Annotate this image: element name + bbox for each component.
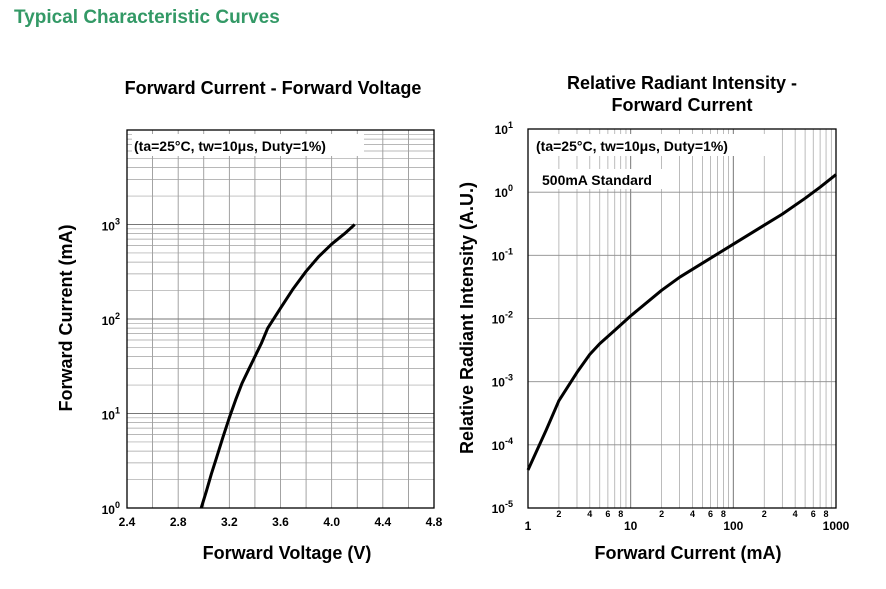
y-tick-label: 10-4 [492, 436, 513, 453]
y-tick-label: 100 [495, 183, 513, 200]
y-tick-label: 10-3 [492, 373, 513, 390]
y-tick-label: 102 [102, 311, 120, 328]
annotation2-bg [538, 169, 676, 189]
annotation-bg [532, 134, 768, 156]
standard-annotation: 500mA Standard [542, 172, 652, 188]
annotation-bg [132, 134, 364, 156]
y-tick-label: 100 [102, 500, 120, 517]
x-minor-tick-label: 8 [824, 509, 829, 519]
y-tick-label: 101 [495, 120, 513, 137]
y-tick-label: 10-1 [492, 246, 513, 263]
chart1-title: Forward Current - Forward Voltage [124, 78, 422, 98]
x-minor-tick-label: 4 [690, 509, 695, 519]
forward-current-voltage-chart: (ta=25°C, tw=10μs, Duty=1%) 2.4 2.8 3.2 3.6 4… [56, 129, 443, 563]
plot-frame [527, 128, 837, 509]
y-axis-label: Relative Radiant Intensity (A.U.) [457, 182, 477, 454]
x-minor-tick-label: 6 [708, 509, 713, 519]
x-minor-tick-label: 4 [793, 509, 798, 519]
y-tick-label: 10-2 [492, 310, 513, 327]
y-tick-label: 103 [102, 217, 120, 234]
x-minor-tick-label: 2 [659, 509, 664, 519]
x-minor-tick-label: 6 [605, 509, 610, 519]
x-minor-tick-label: 4 [587, 509, 592, 519]
plot-frame [126, 129, 435, 509]
chart2-title: Relative Radiant Intensity - Forward Cur… [566, 73, 798, 115]
x-minor-tick-label: 8 [618, 509, 623, 519]
x-tick-label: 100 [723, 519, 743, 533]
x-tick-label: 2.8 [170, 515, 187, 529]
conditions-annotation: (ta=25°C, tw=10μs, Duty=1%) [536, 138, 728, 154]
x-tick-label: 4.0 [323, 515, 340, 529]
x-tick-label: 1 [525, 519, 532, 533]
series-line [526, 173, 837, 471]
x-axis-label: Forward Voltage (V) [203, 543, 372, 563]
x-minor-tick-label: 6 [811, 509, 816, 519]
x-tick-label: 4.8 [426, 515, 443, 529]
y-axis-label: Forward Current (mA) [56, 224, 76, 411]
series-line [199, 223, 356, 509]
y-tick-label: 10-5 [492, 499, 513, 516]
conditions-annotation: (ta=25°C, tw=10μs, Duty=1%) [134, 138, 326, 154]
y-tick-label: 101 [102, 406, 120, 423]
x-minor-tick-label: 2 [762, 509, 767, 519]
x-minor-tick-label: 8 [721, 509, 726, 519]
x-tick-label: 2.4 [119, 515, 136, 529]
x-tick-label: 3.6 [272, 515, 289, 529]
x-axis-label: Forward Current (mA) [594, 543, 781, 563]
page-heading: Typical Characteristic Curves [14, 7, 280, 28]
x-tick-label: 1000 [823, 519, 850, 533]
x-minor-tick-label: 2 [556, 509, 561, 519]
x-tick-label: 4.4 [374, 515, 391, 529]
radiant-intensity-current-chart: (ta=25°C, tw=10μs, Duty=1%) 500mA Standar… [457, 120, 850, 563]
x-tick-label: 10 [624, 519, 638, 533]
x-tick-label: 3.2 [221, 515, 238, 529]
